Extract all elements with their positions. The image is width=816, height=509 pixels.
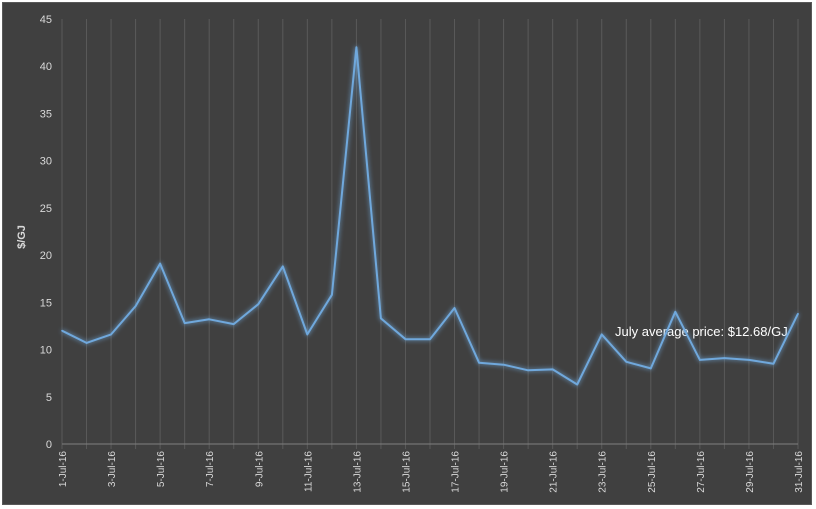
x-tick-label: 23-Jul-16 xyxy=(598,451,609,493)
x-tick-label: 9-Jul-16 xyxy=(254,451,265,488)
x-tick-label: 11-Jul-16 xyxy=(303,451,314,492)
data-point-20-Jul-16 xyxy=(527,369,529,372)
x-tick-label: 27-Jul-16 xyxy=(696,451,707,493)
x-tick-label: 1-Jul-16 xyxy=(58,451,69,488)
data-point-26-Jul-16 xyxy=(674,310,677,313)
data-point-25-Jul-16 xyxy=(650,367,652,370)
vertical-gridlines xyxy=(61,19,799,449)
y-tick-label: 20 xyxy=(40,250,52,262)
data-point-21-Jul-16 xyxy=(551,368,554,371)
x-tick-label: 31-Jul-16 xyxy=(794,451,805,493)
y-tick-label: 5 xyxy=(46,392,52,404)
data-point-30-Jul-16 xyxy=(772,362,775,365)
y-tick-label: 15 xyxy=(40,297,52,309)
data-point-3-Jul-16 xyxy=(110,333,112,336)
y-tick-label: 40 xyxy=(40,61,52,73)
y-tick-label: 30 xyxy=(40,156,52,168)
x-tick-label: 13-Jul-16 xyxy=(352,451,363,493)
data-point-27-Jul-16 xyxy=(699,359,701,361)
data-point-5-Jul-16 xyxy=(159,262,161,265)
y-tick-label: 25 xyxy=(40,203,52,215)
y-tick-label: 45 xyxy=(40,14,52,26)
data-point-12-Jul-16 xyxy=(331,293,333,296)
data-point-18-Jul-16 xyxy=(478,361,480,364)
y-tick-label: 0 xyxy=(46,439,52,451)
series-points xyxy=(61,46,799,386)
x-tick-label: 15-Jul-16 xyxy=(401,451,412,493)
x-tick-label: 17-Jul-16 xyxy=(451,451,462,493)
data-point-17-Jul-16 xyxy=(453,307,456,309)
data-point-29-Jul-16 xyxy=(748,359,750,361)
data-point-4-Jul-16 xyxy=(134,305,137,307)
x-tick-label: 25-Jul-16 xyxy=(647,451,658,493)
data-point-16-Jul-16 xyxy=(429,338,431,340)
data-point-7-Jul-16 xyxy=(208,318,210,321)
data-point-31-Jul-16 xyxy=(797,312,799,315)
x-tick-label: 29-Jul-16 xyxy=(745,451,756,493)
data-point-1-Jul-16 xyxy=(61,329,63,332)
data-point-14-Jul-16 xyxy=(380,317,382,320)
data-point-11-Jul-16 xyxy=(306,333,309,336)
data-point-2-Jul-16 xyxy=(85,342,88,344)
data-point-13-Jul-16 xyxy=(355,46,358,49)
data-point-19-Jul-16 xyxy=(502,363,505,366)
y-axis-label: $/GJ xyxy=(16,225,28,249)
x-tick-label: 5-Jul-16 xyxy=(156,451,167,488)
data-point-9-Jul-16 xyxy=(257,303,260,306)
y-tick-label: 35 xyxy=(40,108,52,120)
y-tick-label: 10 xyxy=(40,345,52,357)
data-point-23-Jul-16 xyxy=(600,333,603,336)
data-point-24-Jul-16 xyxy=(625,361,628,363)
data-point-8-Jul-16 xyxy=(232,323,235,325)
data-point-22-Jul-16 xyxy=(576,383,578,386)
data-point-10-Jul-16 xyxy=(282,265,284,268)
data-point-6-Jul-16 xyxy=(183,322,186,324)
data-point-15-Jul-16 xyxy=(404,338,407,340)
x-axis-ticks: 1-Jul-16 3-Jul-16 5-Jul-16 7-Jul-16 9-Jul-16… xyxy=(58,451,805,493)
average-price-annotation: July average price: $12.68/GJ xyxy=(615,324,788,339)
x-tick-label: 21-Jul-16 xyxy=(549,451,560,493)
x-tick-label: 3-Jul-16 xyxy=(107,451,118,488)
line-chart: 0 5 10 15 20 25 30 35 40 45 $/GJ 1-Jul-16 3-Jul-16… xyxy=(16,14,805,493)
x-tick-label: 19-Jul-16 xyxy=(500,451,511,493)
y-axis-ticks: 0 5 10 15 20 25 30 35 40 45 xyxy=(40,14,52,451)
data-point-28-Jul-16 xyxy=(723,357,726,359)
x-tick-label: 7-Jul-16 xyxy=(205,451,216,488)
